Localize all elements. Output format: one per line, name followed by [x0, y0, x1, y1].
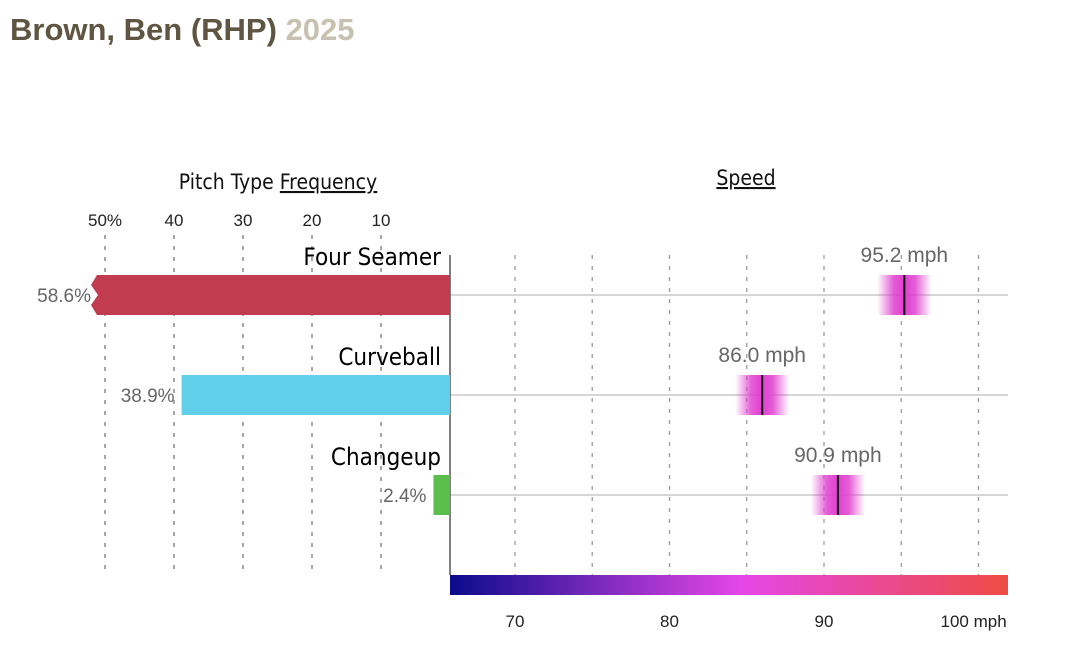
speed-value-label: 86.0 mph [718, 344, 806, 367]
frequency-tick-label: 10 [372, 211, 391, 230]
frequency-title: Pitch Type Frequency [179, 170, 377, 194]
pitch-name-label: Curveball [338, 343, 441, 371]
page-title: Brown, Ben (RHP) 2025 [10, 12, 355, 48]
speed-value-label: 90.9 mph [794, 444, 882, 467]
speed-tick-label: 100 mph [941, 612, 1007, 631]
speed-value-label: 95.2 mph [861, 244, 949, 267]
frequency-bar [181, 375, 450, 415]
speed-title: Speed [716, 166, 775, 190]
season-year: 2025 [285, 12, 355, 47]
speed-tick-label: 70 [506, 612, 525, 631]
frequency-tick-label: 40 [165, 211, 184, 230]
speed-tick-label: 80 [660, 612, 679, 631]
speed-color-scale [450, 575, 1008, 595]
pitch-name-label: Changeup [331, 443, 441, 471]
frequency-value-label: 58.6% [37, 286, 91, 307]
frequency-tick-label: 30 [234, 211, 253, 230]
frequency-tick-label: 50% [88, 211, 122, 230]
frequency-value-label: 2.4% [383, 486, 426, 507]
player-name: Brown, Ben (RHP) [10, 12, 277, 47]
frequency-title-prefix: Pitch Type [179, 170, 280, 194]
pitch-name-label: Four Seamer [303, 243, 441, 271]
frequency-value-label: 38.9% [121, 386, 175, 407]
frequency-bar [91, 275, 450, 315]
frequency-bar [433, 475, 450, 515]
frequency-title-underlined: Frequency [280, 170, 377, 194]
frequency-tick-label: 20 [303, 211, 322, 230]
speed-tick-label: 90 [815, 612, 834, 631]
